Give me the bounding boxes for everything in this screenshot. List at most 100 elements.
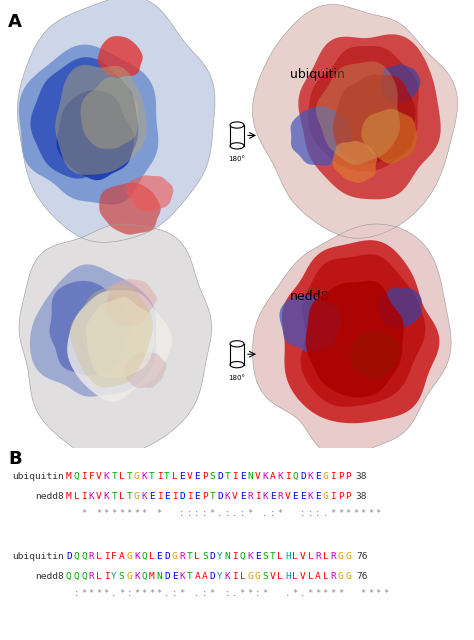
- Text: I: I: [187, 492, 192, 501]
- Text: I: I: [104, 572, 109, 581]
- Polygon shape: [280, 295, 342, 353]
- Text: S: S: [119, 572, 125, 581]
- Text: K: K: [262, 492, 268, 501]
- Text: I: I: [232, 472, 238, 481]
- Polygon shape: [126, 175, 173, 211]
- Text: A: A: [119, 552, 125, 561]
- Text: :: :: [179, 509, 184, 518]
- Text: ubiquitin: ubiquitin: [12, 552, 64, 561]
- Text: V: V: [285, 492, 291, 501]
- Text: *: *: [338, 509, 343, 518]
- Text: S: S: [210, 472, 215, 481]
- Text: *: *: [104, 509, 109, 518]
- Text: S: S: [262, 572, 268, 581]
- Text: :: :: [300, 509, 305, 518]
- Text: E: E: [164, 492, 170, 501]
- Text: T: T: [149, 472, 155, 481]
- Text: .: .: [194, 589, 200, 598]
- Text: V: V: [255, 472, 261, 481]
- Text: K: K: [277, 472, 283, 481]
- Text: *: *: [81, 509, 86, 518]
- Text: Q: Q: [66, 572, 72, 581]
- Text: V: V: [96, 472, 102, 481]
- Polygon shape: [99, 183, 161, 234]
- Text: *: *: [111, 509, 117, 518]
- Text: .: .: [111, 589, 117, 598]
- Text: G: G: [134, 492, 140, 501]
- Text: R: R: [330, 572, 336, 581]
- Text: Q: Q: [73, 472, 79, 481]
- Text: T: T: [111, 472, 117, 481]
- Text: E: E: [194, 472, 200, 481]
- Text: *: *: [210, 509, 215, 518]
- Text: .: .: [232, 509, 237, 518]
- Text: *: *: [119, 589, 124, 598]
- Text: Q: Q: [292, 472, 298, 481]
- Text: V: V: [300, 572, 306, 581]
- Text: I: I: [172, 492, 177, 501]
- Text: L: L: [277, 572, 283, 581]
- Text: L: L: [149, 552, 155, 561]
- Text: L: L: [73, 492, 79, 501]
- Text: :: :: [172, 589, 177, 598]
- Polygon shape: [253, 4, 457, 238]
- Text: L: L: [172, 472, 177, 481]
- Text: K: K: [247, 552, 253, 561]
- Text: *: *: [360, 589, 366, 598]
- Polygon shape: [301, 254, 425, 406]
- Text: R: R: [315, 552, 321, 561]
- Text: :: :: [255, 589, 260, 598]
- Text: S: S: [202, 552, 208, 561]
- Text: R: R: [247, 492, 253, 501]
- Text: V: V: [270, 572, 275, 581]
- Text: L: L: [292, 572, 298, 581]
- Text: :: :: [270, 509, 275, 518]
- Text: D: D: [66, 552, 72, 561]
- Text: *: *: [330, 509, 336, 518]
- Text: P: P: [346, 472, 351, 481]
- Text: P: P: [338, 492, 344, 501]
- Text: *: *: [292, 589, 298, 598]
- Text: I: I: [81, 492, 87, 501]
- Polygon shape: [30, 264, 156, 397]
- Text: G: G: [346, 572, 351, 581]
- Text: P: P: [202, 492, 208, 501]
- Text: *: *: [156, 589, 162, 598]
- Text: A: A: [8, 13, 22, 31]
- Polygon shape: [55, 65, 146, 175]
- Text: E: E: [270, 492, 275, 501]
- Text: :: :: [225, 589, 230, 598]
- Polygon shape: [98, 36, 143, 77]
- Text: *: *: [360, 509, 366, 518]
- Text: D: D: [300, 472, 306, 481]
- Text: N: N: [225, 552, 230, 561]
- Polygon shape: [253, 224, 451, 458]
- Text: F: F: [89, 472, 94, 481]
- Text: *: *: [262, 589, 267, 598]
- Text: D: D: [179, 492, 185, 501]
- Text: .: .: [300, 589, 305, 598]
- Text: G: G: [127, 552, 132, 561]
- Text: *: *: [383, 589, 388, 598]
- Text: T: T: [225, 472, 230, 481]
- Text: *: *: [240, 589, 245, 598]
- Text: L: L: [292, 552, 298, 561]
- Text: K: K: [179, 572, 185, 581]
- Text: .: .: [323, 509, 328, 518]
- Text: D: D: [217, 472, 223, 481]
- Text: M: M: [66, 492, 72, 501]
- Text: Q: Q: [73, 552, 79, 561]
- Text: D: D: [217, 492, 223, 501]
- Text: 76: 76: [356, 572, 367, 581]
- Text: K: K: [308, 492, 313, 501]
- Text: :: :: [240, 509, 245, 518]
- Text: .: .: [164, 589, 169, 598]
- Text: L: L: [277, 552, 283, 561]
- Text: K: K: [308, 472, 313, 481]
- Text: Q: Q: [142, 552, 147, 561]
- Text: K: K: [104, 492, 109, 501]
- Polygon shape: [316, 61, 400, 164]
- Text: .: .: [232, 589, 237, 598]
- Text: T: T: [270, 552, 275, 561]
- Text: *: *: [134, 509, 139, 518]
